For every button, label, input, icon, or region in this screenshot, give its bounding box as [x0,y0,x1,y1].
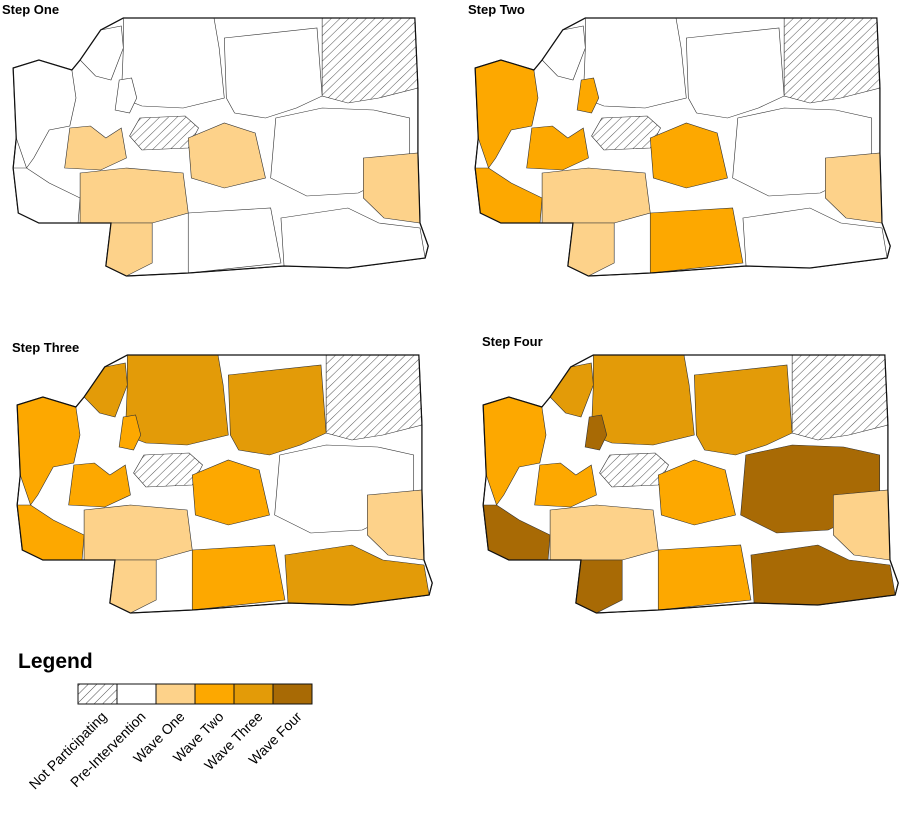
region-central-west [685,27,785,119]
legend-swatch-5 [272,683,313,705]
panel-title-step-1: Step One [2,2,60,17]
region-south-east [649,207,744,274]
region-lower-columbia [575,559,623,614]
region-lower-columbia [567,222,615,277]
region-central-hatched [591,115,661,151]
region-central [526,125,589,171]
region-yakima [187,122,266,189]
region-southwest-coast [482,504,551,561]
region-north-coast [12,59,77,169]
region-far-southeast [284,544,430,606]
region-southeast-border [367,489,425,561]
region-south-central [79,167,189,224]
region-northeast-hatched [325,354,423,441]
region-east-central [732,107,873,197]
region-southwest-coast [12,167,81,224]
region-puget-inlet [114,77,138,114]
region-far-southeast [750,544,896,606]
legend-swatch-0 [77,683,118,705]
washington-map-step-1 [12,17,429,277]
region-north-central [582,17,687,109]
region-northwest [83,362,128,418]
region-puget-inlet [584,414,608,451]
region-east-central [274,444,415,534]
region-east-central [270,107,411,197]
region-south-central [83,504,193,561]
legend-swatch-1 [116,683,157,705]
region-central [64,125,127,171]
region-yakima [657,459,736,526]
region-south-east [191,544,286,611]
region-yakima [191,459,270,526]
region-southwest-coast [16,504,85,561]
region-central [534,462,597,508]
region-south-east [187,207,282,274]
washington-map-step-3 [16,354,433,614]
region-north-central [120,17,225,109]
legend-title: Legend [18,650,93,673]
legend-swatches [77,683,313,705]
panel-title-step-3: Step Three [12,340,80,355]
region-puget-inlet [576,77,600,114]
region-south-central [549,504,659,561]
region-far-southeast [742,207,888,269]
legend-swatch-3 [194,683,235,705]
region-north-central [590,354,695,446]
region-northwest [549,362,594,418]
region-puget-inlet [118,414,142,451]
washington-map-step-4 [482,354,899,614]
region-north-central [124,354,229,446]
region-northeast-hatched [791,354,889,441]
region-north-coast [16,396,81,506]
region-southeast-border [363,152,421,224]
panel-title-step-2: Step Two [468,2,525,17]
region-northeast-hatched [321,17,419,104]
region-lower-columbia [109,559,157,614]
region-central-west [227,364,327,456]
region-central-west [223,27,323,119]
region-southwest-coast [474,167,543,224]
region-southeast-border [825,152,883,224]
washington-map-step-2 [474,17,891,277]
region-south-east [657,544,752,611]
region-central [68,462,131,508]
region-south-central [541,167,651,224]
region-northwest [79,25,124,81]
region-north-coast [474,59,539,169]
legend-swatch-2 [155,683,196,705]
region-central-hatched [599,452,669,488]
region-yakima [649,122,728,189]
region-northeast-hatched [783,17,881,104]
region-central-west [693,364,793,456]
region-central-hatched [133,452,203,488]
region-far-southeast [280,207,426,269]
region-lower-columbia [105,222,153,277]
region-north-coast [482,396,547,506]
region-northwest [541,25,586,81]
panel-title-step-4: Step Four [482,334,543,349]
region-east-central [740,444,881,534]
region-southeast-border [833,489,891,561]
region-central-hatched [129,115,199,151]
legend-swatch-4 [233,683,274,705]
